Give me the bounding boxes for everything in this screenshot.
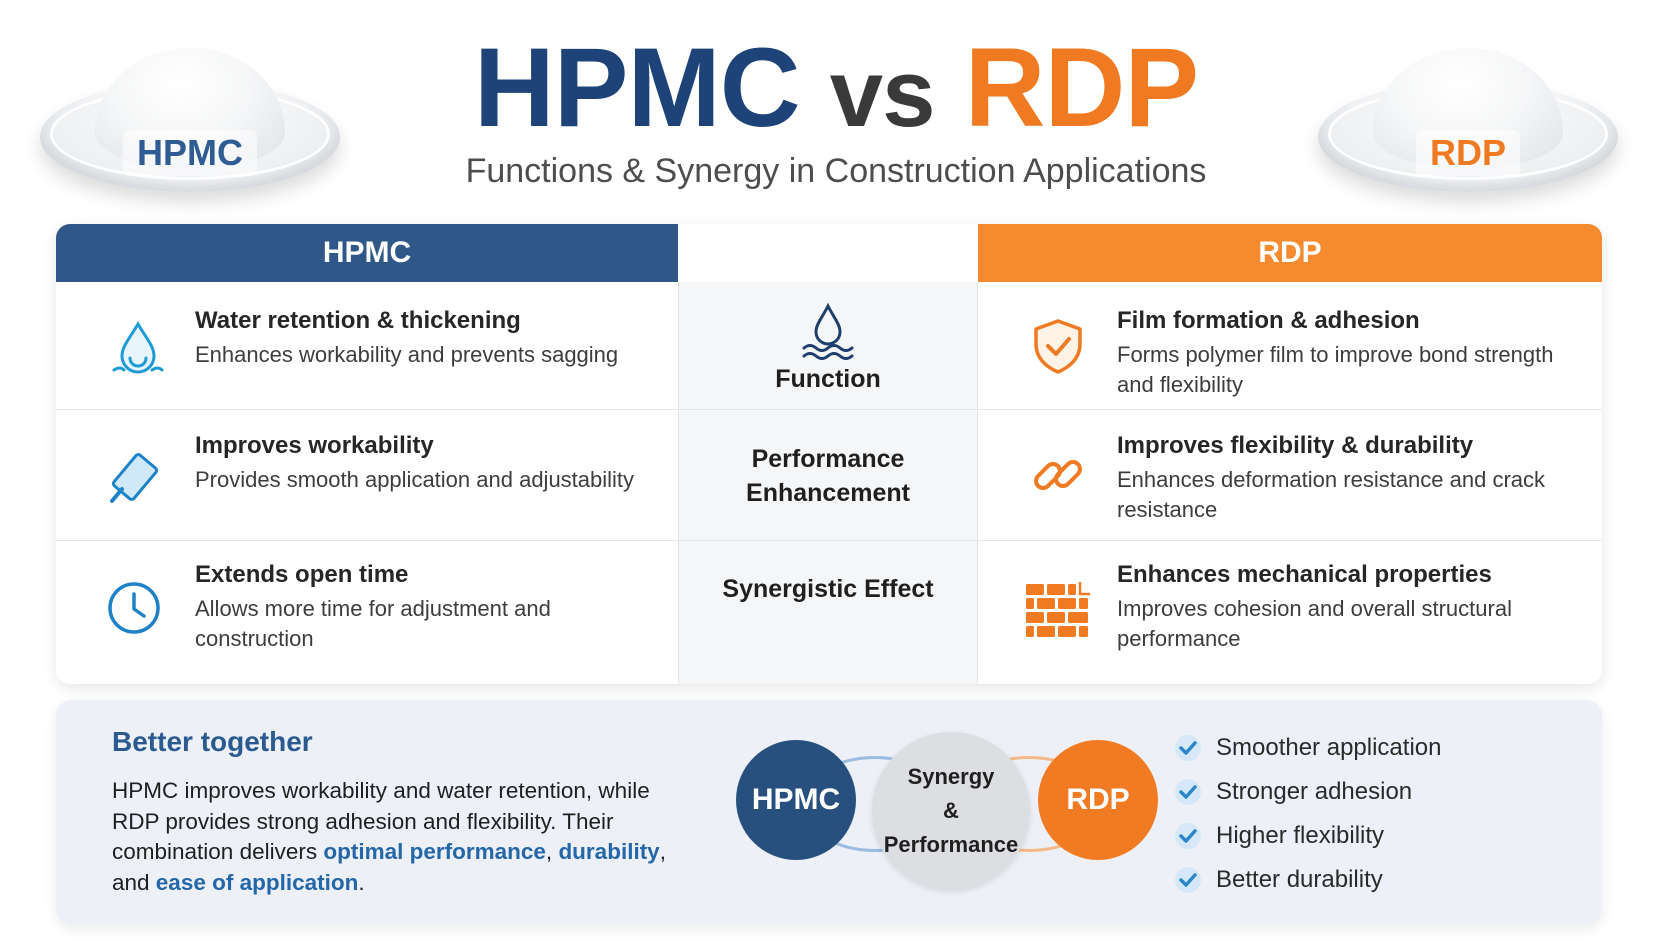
list-item: Stronger adhesion [1174, 770, 1441, 814]
cell-title: Film formation & adhesion [1117, 307, 1420, 334]
column-header-hpmc: HPMC [56, 224, 678, 282]
cell-description: Enhances deformation resistance and crac… [1117, 467, 1546, 522]
performance-label: Performance [883, 832, 1019, 857]
cell-description: Allows more time for adjustment and cons… [195, 596, 551, 651]
list-item: Smoother application [1174, 726, 1441, 770]
cell-description: Forms polymer film to improve bond stren… [1117, 342, 1554, 397]
checkmark-icon [1175, 779, 1201, 805]
title-vs: vs [829, 40, 936, 147]
cell-title: Enhances mechanical properties [1117, 561, 1492, 588]
benefit-label: Stronger adhesion [1216, 778, 1413, 805]
trowel-icon [104, 447, 164, 507]
better-together-title: Better together [112, 726, 313, 757]
brick-wall-icon [1024, 580, 1090, 640]
synergy-label: Synergy [907, 764, 995, 789]
clock-icon [104, 578, 164, 638]
cell-description: Improves cohesion and overall structural… [1117, 596, 1512, 651]
cell-title: Water retention & thickening [195, 307, 521, 334]
row-label-synergistic: Synergistic Effect [722, 575, 934, 603]
benefit-label: Smoother application [1216, 734, 1442, 761]
title-hpmc: HPMC [473, 25, 801, 150]
title-rdp: RDP [964, 25, 1199, 150]
table-cell-hpmc-3: Extends open time Allows more time for a… [56, 540, 678, 684]
checkmark-icon [1175, 735, 1201, 761]
benefits-list: Smoother application Stronger adhesion H… [1174, 726, 1441, 902]
cell-title: Extends open time [195, 561, 409, 588]
chain-link-icon [1028, 445, 1088, 505]
benefit-label: Higher flexibility [1216, 822, 1385, 849]
highlight-optimal-performance: optimal performance [323, 839, 546, 864]
cell-title: Improves workability [195, 432, 434, 459]
highlight-ease-of-application: ease of application [155, 869, 359, 895]
text-segment: HPMC improves workability and water rete… [112, 778, 650, 864]
shield-check-icon [1028, 316, 1088, 376]
table-cell-hpmc-1: Water retention & thickening Enhances wo… [56, 282, 678, 409]
cell-description: Provides smooth application and adjustab… [195, 467, 635, 492]
row-divider [56, 409, 1602, 410]
table-cell-rdp-1: Film formation & adhesion Forms polymer … [978, 282, 1602, 409]
table-cell-rdp-3: Enhances mechanical properties Improves … [978, 540, 1602, 684]
list-item: Better durability [1174, 858, 1441, 902]
column-header-rdp: RDP [978, 224, 1602, 282]
checkmark-icon [1175, 867, 1201, 893]
list-item: Higher flexibility [1174, 814, 1441, 858]
checkmark-icon [1175, 823, 1201, 849]
water-drop-icon [108, 318, 168, 378]
row-label-function: Function [775, 365, 881, 393]
water-drop-waves-icon [798, 302, 858, 362]
page-title: HPMC vs RDP [0, 28, 1672, 154]
benefit-label: Better durability [1216, 866, 1383, 893]
text-segment: . [358, 869, 365, 895]
dish-label-hpmc: HPMC [40, 130, 340, 176]
cell-description: Enhances workability and prevents saggin… [195, 342, 619, 367]
dish-label-rdp: RDP [1318, 130, 1618, 176]
hpmc-circle: HPMC [736, 740, 856, 860]
synergy-circle: Synergy & Performance [872, 732, 1030, 890]
page-subtitle: Functions & Synergy in Construction Appl… [465, 152, 1207, 190]
table-cell-rdp-2: Improves flexibility & durability Enhanc… [978, 409, 1602, 540]
text-segment: , and [112, 839, 666, 895]
better-together-text: HPMC improves workability and water rete… [112, 776, 672, 898]
row-divider [56, 540, 1602, 541]
rdp-powder-dish: RDP [1318, 42, 1618, 192]
rdp-circle: RDP [1038, 740, 1158, 860]
cell-title: Improves flexibility & durability [1117, 432, 1474, 459]
better-together-panel: Better together HPMC improves workabilit… [56, 700, 1602, 925]
text-segment: , [545, 839, 559, 864]
table-cell-hpmc-2: Improves workability Provides smooth app… [56, 409, 678, 540]
hpmc-powder-dish: HPMC [40, 42, 340, 192]
highlight-durability: durability [558, 839, 660, 864]
ampersand-label: & [943, 798, 959, 823]
comparison-table: HPMC RDP Water retention & thickening En… [56, 224, 1602, 684]
row-label-performance: Performance Enhancement [746, 445, 910, 507]
